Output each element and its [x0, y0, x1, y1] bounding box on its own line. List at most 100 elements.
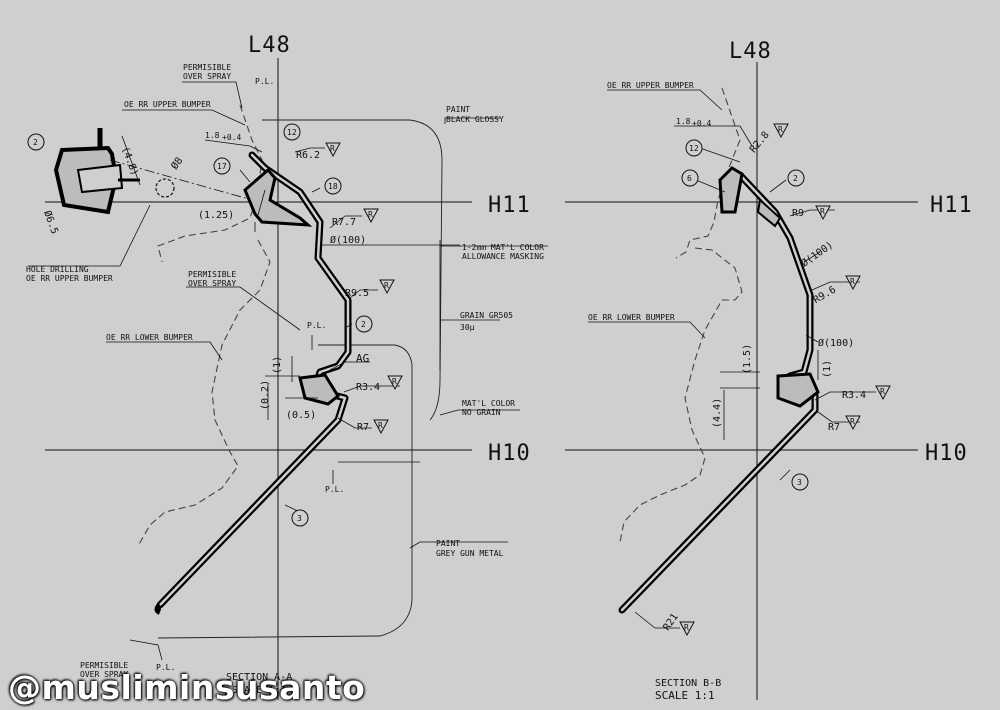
finish-b-1: R [778, 125, 783, 134]
notes-a: PERMISIBLE OVER SPRAY P.L. OE RR UPPER B… [26, 63, 544, 696]
note-r77: R7.7 [332, 217, 356, 228]
balloon-b-6: 6 [687, 174, 692, 183]
finish-b-3: R [850, 277, 855, 286]
note-r95: R9.5 [345, 288, 369, 299]
oe-lower-bumper-ghost [137, 239, 271, 547]
label-l48-a: L48 [248, 33, 291, 58]
note-dim-18-tol-a: +0.4 [222, 133, 241, 142]
note-oe-upper-a: OE RR UPPER BUMPER [124, 100, 211, 109]
molding-profile-a [154, 151, 352, 615]
note-dim-02: (0.2) [260, 380, 271, 410]
note-ag: AG [356, 352, 369, 365]
note-dim-48: (4.8) [119, 145, 140, 177]
paint-boundary-upper [262, 119, 443, 421]
section-a-scale: SCALE 1:1 [232, 685, 286, 696]
note-r62: R6.2 [296, 150, 320, 161]
balloons-b: 12 6 2 3 [681, 139, 809, 491]
note-dim-18-a: 1.8 [205, 131, 220, 140]
note-paint-black-1: PAINT [446, 105, 470, 114]
finish-a-3: R [384, 281, 389, 290]
section-b-title: SECTION B-B [655, 678, 721, 689]
note-oe-upper-b: OE RR UPPER BUMPER [607, 81, 694, 90]
balloon-b-12: 12 [689, 144, 699, 153]
section-a: PERMISIBLE OVER SPRAY P.L. OE RR UPPER B… [26, 63, 548, 696]
note-dim-15: (1.5) [742, 344, 753, 374]
note-dia8: Ø8 [169, 155, 186, 172]
finish-b-4: R [880, 387, 885, 396]
note-hole-2: OE RR UPPER BUMPER [26, 274, 113, 283]
note-matl-2: NO GRAIN [462, 408, 501, 417]
balloons-a: 2 12 17 18 2 3 [27, 123, 373, 527]
note-permissible-mid-2: OVER SPRAY [188, 279, 236, 288]
note-permissible-mid-1: PERMISIBLE [188, 270, 236, 279]
balloon-a-2-top: 2 [33, 138, 38, 147]
label-l48-b: L48 [729, 39, 772, 64]
section-a-title: SECTION A-A [226, 672, 292, 683]
note-pl-top: P.L. [255, 77, 274, 86]
note-dia100-b2: Ø(100) [818, 337, 854, 349]
note-dim-18-b: 1.8 [676, 117, 691, 126]
finish-a-1: R [330, 144, 335, 153]
note-dia100-b1: Ø(100) [799, 239, 835, 270]
note-r34-a: R3.4 [356, 382, 380, 393]
label-h11-b: H11 [930, 193, 973, 218]
leaders-a [28, 81, 548, 661]
section-b: OE RR UPPER BUMPER 1.8 +0.4 R2.8 R9 Ø(10… [588, 81, 891, 702]
paint-boundary-lower [157, 344, 413, 639]
note-masking-2: ALLOWANCE MASKING [462, 252, 544, 261]
finish-a-5: R [378, 421, 383, 430]
oe-lower-bumper-ghost-b [619, 247, 743, 543]
balloon-a-18: 18 [328, 182, 338, 191]
note-permissible-top-2: OVER SPRAY [183, 72, 231, 81]
note-r7-b: R7 [828, 422, 840, 433]
note-pl-low: P.L. [325, 485, 344, 494]
note-permissible-top-1: PERMISIBLE [183, 63, 231, 72]
note-r9: R9 [792, 208, 804, 219]
label-h11-a: H11 [488, 193, 531, 218]
finish-b-5: R [850, 417, 855, 426]
finish-a-2: R [368, 210, 373, 219]
note-dim-18-tol-b: +0.4 [692, 119, 711, 128]
note-dia65: Ø6.5 [41, 209, 61, 236]
note-dim-1-a: (1) [272, 356, 283, 374]
note-pl-mid: P.L. [307, 321, 326, 330]
note-dim-1-b: (1) [822, 360, 833, 378]
note-grain-2: 30μ [460, 323, 475, 332]
note-r21: R21 [661, 612, 680, 633]
label-h10-a: H10 [488, 441, 531, 466]
note-hole-1: HOLE DRILLING [26, 265, 89, 274]
note-dim-05: (0.5) [286, 410, 316, 421]
finish-a-4: R [392, 377, 397, 386]
note-permissible-bot-2: OVER SPRAY [80, 670, 128, 679]
note-r7-a: R7 [357, 422, 369, 433]
mounting-clip [53, 128, 271, 215]
oe-upper-bumper-ghost [157, 104, 263, 263]
note-dia100-a: Ø(100) [330, 234, 366, 246]
note-r96: R9.6 [812, 284, 838, 306]
molding-profile-b [618, 166, 820, 614]
balloon-a-3: 3 [297, 514, 302, 523]
finish-b-6: R [684, 623, 689, 632]
balloon-a-2-mid: 2 [361, 320, 366, 329]
note-paint-grey-1: PAINT [436, 539, 460, 548]
note-dim-44: (4.4) [712, 398, 723, 428]
section-b-scale: SCALE 1:1 [655, 689, 715, 702]
note-masking-1: 1-2mm MAT'L COLOR [462, 243, 544, 252]
watermark: @musliminsusanto [8, 668, 366, 707]
note-pl-bot: P.L. [156, 663, 175, 672]
balloon-b-2: 2 [793, 174, 798, 183]
note-oe-lower-a: OE RR LOWER BUMPER [106, 333, 193, 342]
note-grain-1: GRAIN GR505 [460, 311, 513, 320]
grid-lines: L48 L48 H11 H11 H10 H10 [45, 33, 973, 700]
balloon-a-12: 12 [287, 128, 297, 137]
note-paint-black-2: BLACK GLOSSY [446, 115, 504, 124]
note-oe-lower-b: OE RR LOWER BUMPER [588, 313, 675, 322]
note-r34-b: R3.4 [842, 390, 866, 401]
note-r28: R2.8 [748, 130, 772, 156]
note-paint-grey-2: GREY GUN METAL [436, 549, 504, 558]
finish-symbols-b: R R R R R R [679, 123, 891, 637]
note-matl-1: MAT'L COLOR [462, 399, 515, 408]
finish-b-2: R [820, 207, 825, 216]
finish-symbols-a: R R R R R [325, 142, 403, 435]
